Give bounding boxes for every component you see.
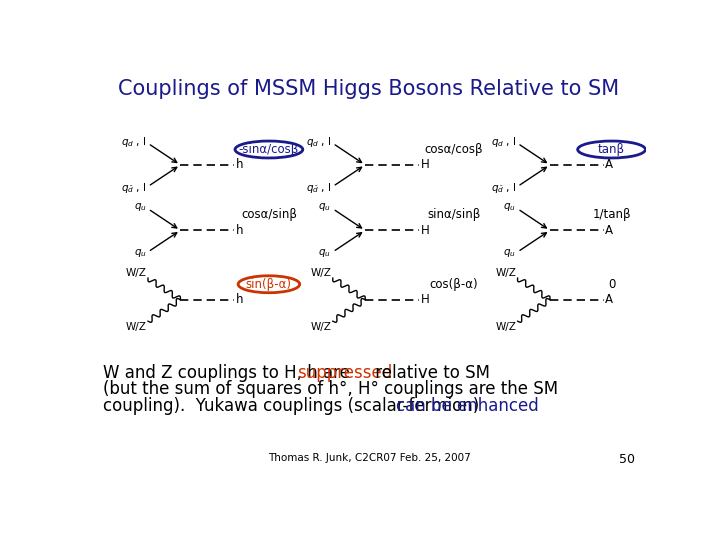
Text: sin(β-α): sin(β-α): [246, 278, 292, 291]
Text: sinα/sinβ: sinα/sinβ: [427, 208, 480, 221]
Text: W/Z: W/Z: [125, 268, 146, 278]
Text: A: A: [606, 293, 613, 306]
Text: W/Z: W/Z: [495, 268, 516, 278]
Text: Thomas R. Junk, C2CR07 Feb. 25, 2007: Thomas R. Junk, C2CR07 Feb. 25, 2007: [268, 453, 470, 463]
Text: suppressed: suppressed: [297, 363, 392, 382]
Text: H: H: [420, 224, 429, 237]
Text: $q_d$ , l: $q_d$ , l: [121, 135, 146, 149]
Text: tanβ: tanβ: [598, 143, 625, 156]
Text: $q_d$ , l: $q_d$ , l: [491, 135, 516, 149]
Text: $q_u$: $q_u$: [134, 247, 146, 259]
Text: h: h: [235, 224, 243, 237]
Text: coupling).  Yukawa couplings (scalar-fermion): coupling). Yukawa couplings (scalar-ferm…: [102, 397, 484, 415]
Text: $q_{\bar{d}}$ , l: $q_{\bar{d}}$ , l: [121, 181, 146, 195]
Text: $q_u$: $q_u$: [318, 201, 331, 213]
Text: cosα/sinβ: cosα/sinβ: [241, 208, 297, 221]
Text: 50: 50: [619, 453, 636, 466]
Text: $q_{\bar{d}}$ , l: $q_{\bar{d}}$ , l: [491, 181, 516, 195]
Text: $q_{\bar{d}}$ , l: $q_{\bar{d}}$ , l: [306, 181, 331, 195]
Text: A: A: [606, 158, 613, 171]
Text: W/Z: W/Z: [310, 268, 331, 278]
Text: $q_u$: $q_u$: [503, 247, 516, 259]
Text: W/Z: W/Z: [125, 322, 146, 332]
Text: cosα/cosβ: cosα/cosβ: [424, 143, 483, 156]
Text: $q_u$: $q_u$: [134, 201, 146, 213]
Text: H: H: [420, 158, 429, 171]
Text: h: h: [235, 293, 243, 306]
Text: can be enhanced: can be enhanced: [396, 397, 539, 415]
Text: W and Z couplings to H, h are: W and Z couplings to H, h are: [102, 363, 355, 382]
Text: $q_d$ , l: $q_d$ , l: [306, 135, 331, 149]
Text: relative to SM: relative to SM: [370, 363, 490, 382]
Text: cos(β-α): cos(β-α): [429, 278, 478, 291]
Text: Couplings of MSSM Higgs Bosons Relative to SM: Couplings of MSSM Higgs Bosons Relative …: [118, 79, 620, 99]
Text: h: h: [235, 158, 243, 171]
Text: 1/tanβ: 1/tanβ: [593, 208, 631, 221]
Text: $q_u$: $q_u$: [503, 201, 516, 213]
Text: W/Z: W/Z: [495, 322, 516, 332]
Text: A: A: [606, 224, 613, 237]
Text: 0: 0: [608, 278, 615, 291]
Text: $q_u$: $q_u$: [318, 247, 331, 259]
Text: (but the sum of squares of h°, H° couplings are the SM: (but the sum of squares of h°, H° coupli…: [102, 381, 558, 399]
Text: -sinα/cosβ: -sinα/cosβ: [239, 143, 299, 156]
Text: W/Z: W/Z: [310, 322, 331, 332]
Text: H: H: [420, 293, 429, 306]
